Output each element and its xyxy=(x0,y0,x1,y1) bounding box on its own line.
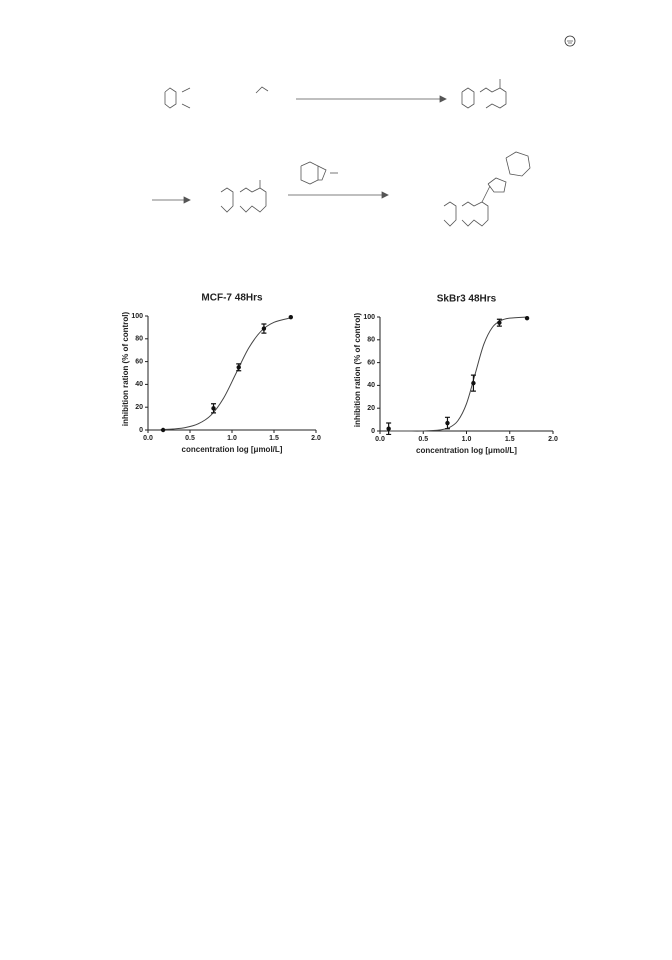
ring xyxy=(461,201,489,227)
y-axis-label: inhibition ration (% of control) xyxy=(353,313,362,428)
icon xyxy=(564,35,576,47)
ring xyxy=(443,201,457,227)
x-axis-label: concentration log [μmol/L] xyxy=(416,446,517,455)
data-point xyxy=(211,406,216,411)
y-axis-label: inhibition ration (% of control) xyxy=(121,312,130,427)
x-tick-label: 0.5 xyxy=(185,435,195,442)
data-point xyxy=(236,365,241,370)
data-point xyxy=(497,320,502,325)
y-tick-label: 0 xyxy=(371,428,375,435)
ring xyxy=(239,187,267,213)
x-tick-label: 2.0 xyxy=(548,436,558,443)
arrowhead xyxy=(183,196,191,204)
chart-title: MCF-7 48Hrs xyxy=(201,293,263,304)
x-axis-label: concentration log [μmol/L] xyxy=(182,445,283,454)
data-point xyxy=(288,314,293,320)
y-tick-label: 60 xyxy=(135,358,143,365)
ring xyxy=(487,177,507,193)
y-tick-label: 40 xyxy=(135,381,143,388)
data-point xyxy=(386,426,391,431)
y-tick-label: 20 xyxy=(135,404,143,411)
y-tick-label: 80 xyxy=(367,337,375,344)
fit-curve xyxy=(160,317,291,431)
y-tick-label: 80 xyxy=(135,336,143,343)
bond xyxy=(481,185,491,203)
data-point xyxy=(471,380,476,386)
bond xyxy=(181,103,191,109)
ring xyxy=(505,151,531,177)
ring xyxy=(300,161,319,185)
x-tick-label: 0.5 xyxy=(418,436,428,443)
bond xyxy=(255,86,269,94)
data-point xyxy=(524,315,530,321)
fit-curve xyxy=(388,316,528,432)
ring xyxy=(479,87,507,109)
ring xyxy=(220,187,234,213)
y-tick-label: 100 xyxy=(363,314,375,321)
y-tick-label: 40 xyxy=(367,382,375,389)
ring xyxy=(317,165,327,181)
x-tick-label: 2.0 xyxy=(311,435,321,442)
x-tick-label: 1.5 xyxy=(269,435,279,442)
y-tick-label: 20 xyxy=(367,405,375,412)
icon-mark xyxy=(567,40,573,44)
x-tick-label: 1.5 xyxy=(505,436,515,443)
x-tick-label: 0.0 xyxy=(375,436,385,443)
reaction-scheme xyxy=(152,35,576,227)
x-tick-label: 1.0 xyxy=(462,436,472,443)
arrowhead xyxy=(439,95,447,103)
y-tick-label: 60 xyxy=(367,359,375,366)
ring xyxy=(164,87,177,109)
ring xyxy=(461,87,475,109)
bond xyxy=(181,87,191,93)
y-tick-label: 0 xyxy=(139,427,143,434)
arrowhead xyxy=(381,191,389,199)
data-point xyxy=(160,427,166,433)
chart-title: SkBr3 48Hrs xyxy=(437,294,497,305)
x-tick-label: 1.0 xyxy=(227,435,237,442)
x-tick-label: 0.0 xyxy=(143,435,153,442)
data-point xyxy=(261,326,267,331)
y-tick-label: 100 xyxy=(131,313,143,320)
data-point xyxy=(445,420,450,426)
